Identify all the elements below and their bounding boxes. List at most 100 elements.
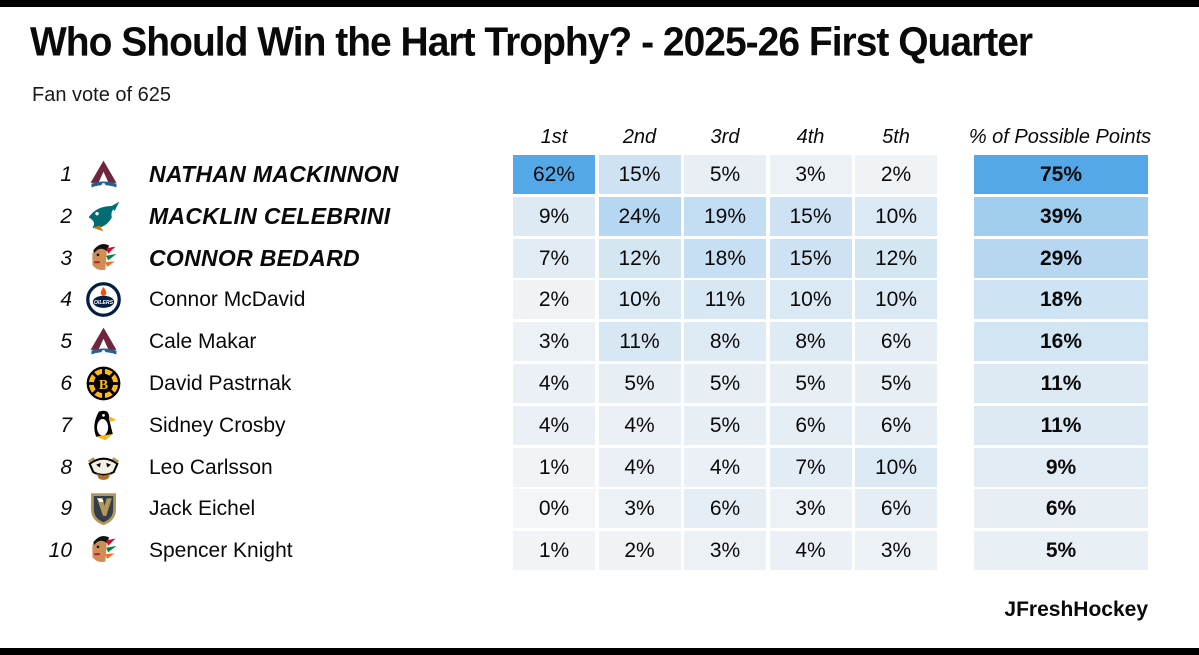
table-row: 7 Sidney Crosby 4% 4% 5% 6% 6% 11% — [0, 405, 1199, 445]
golden-knights-logo — [85, 490, 122, 527]
points-cell: 16% — [974, 322, 1148, 362]
player-name: Jack Eichel — [149, 497, 256, 521]
svg-text:OILERS: OILERS — [94, 300, 114, 306]
vote-cell: 15% — [769, 238, 852, 278]
vote-cell: 3% — [513, 322, 595, 362]
vote-cell: 5% — [684, 405, 766, 445]
player-name: Cale Makar — [149, 330, 257, 354]
rank-label: 7 — [60, 413, 72, 437]
table-row: 3 CONNOR BEDARD 7% 12% 18% 15% 12% 29% — [0, 238, 1199, 278]
vote-cell: 4% — [598, 447, 681, 487]
vote-cell: 6% — [855, 405, 937, 445]
player-name: Spencer Knight — [149, 539, 293, 563]
vote-cell: 6% — [684, 489, 766, 529]
bruins-logo: B — [85, 365, 122, 402]
points-cell: 29% — [974, 238, 1148, 278]
player-name: MACKLIN CELEBRINI — [149, 202, 391, 229]
oilers-logo: OILERS — [85, 281, 122, 318]
vote-cell: 9% — [513, 196, 595, 236]
points-cell: 9% — [974, 447, 1148, 487]
vote-cell: 4% — [513, 364, 595, 403]
vote-cell: 4% — [513, 405, 595, 445]
vote-cell: 12% — [855, 238, 937, 278]
rank-label: 8 — [60, 455, 72, 479]
vote-cell: 19% — [684, 196, 766, 236]
vote-cell: 5% — [598, 364, 681, 403]
vote-cell: 4% — [769, 531, 852, 571]
player-name: Leo Carlsson — [149, 455, 273, 479]
column-header-3rd: 3rd — [710, 126, 740, 148]
page-title: Who Should Win the Hart Trophy? - 2025-2… — [30, 20, 1033, 65]
vote-cell: 11% — [684, 280, 766, 320]
blackhawks-logo — [85, 240, 122, 277]
sharks-logo — [85, 198, 122, 235]
penguins-logo — [85, 407, 122, 444]
svg-text:B: B — [99, 378, 108, 393]
points-cell: 39% — [974, 196, 1148, 236]
points-cell: 11% — [974, 364, 1148, 403]
points-cell: 18% — [974, 280, 1148, 320]
vote-cell: 3% — [684, 531, 766, 571]
table-row: 10 Spencer Knight 1% 2% 3% 4% 3% 5% — [0, 531, 1199, 571]
vote-cell: 6% — [855, 489, 937, 529]
avalanche-logo — [85, 323, 122, 360]
rank-label: 1 — [60, 163, 72, 186]
player-name: Connor McDavid — [149, 288, 306, 312]
vote-cell: 18% — [684, 238, 766, 278]
vote-cell: 5% — [684, 364, 766, 403]
column-header-4th: 4th — [796, 126, 825, 148]
table-row: 2 MACKLIN CELEBRINI 9% 24% 19% 15% 10% 39% — [0, 196, 1199, 236]
vote-cell: 10% — [855, 196, 937, 236]
vote-cell: 2% — [598, 531, 681, 571]
vote-cell: 7% — [513, 238, 595, 278]
player-name: NATHAN MACKINNON — [149, 161, 399, 187]
vote-cell: 4% — [684, 447, 766, 487]
column-header-1st: 1st — [540, 126, 568, 148]
vote-cell: 10% — [769, 280, 852, 320]
vote-cell: 11% — [598, 322, 681, 362]
vote-cell: 6% — [769, 405, 852, 445]
column-header-2nd: 2nd — [622, 126, 657, 148]
points-cell: 6% — [974, 489, 1148, 529]
vote-cell: 1% — [513, 447, 595, 487]
points-cell: 75% — [974, 155, 1148, 194]
rank-label: 5 — [60, 330, 72, 354]
vote-cell: 8% — [684, 322, 766, 362]
blackhawks-logo — [85, 532, 122, 569]
vote-cell: 6% — [855, 322, 937, 362]
table-row: 8 Leo Carlsson 1% 4% 4% 7% 10% 9% — [0, 447, 1199, 487]
vote-cell: 62% — [513, 155, 595, 194]
rank-label: 6 — [60, 372, 72, 395]
vote-cell: 3% — [598, 489, 681, 529]
vote-cell: 8% — [769, 322, 852, 362]
vote-cell: 12% — [598, 238, 681, 278]
rank-label: 10 — [48, 539, 72, 563]
rank-label: 9 — [60, 497, 72, 521]
points-cell: 5% — [974, 531, 1148, 571]
rank-label: 4 — [60, 288, 72, 312]
vote-cell: 2% — [513, 280, 595, 320]
vote-cell: 0% — [513, 489, 595, 529]
player-name: Sidney Crosby — [149, 413, 286, 437]
page-subtitle: Fan vote of 625 — [32, 84, 171, 106]
vote-cell: 3% — [769, 489, 852, 529]
table-row: 1 NATHAN MACKINNON 62% 15% 5% 3% 2% 75% — [0, 155, 1199, 194]
rank-label: 2 — [60, 204, 72, 228]
player-name: David Pastrnak — [149, 372, 292, 395]
bottom-frame-bar — [0, 648, 1199, 655]
vote-cell: 4% — [598, 405, 681, 445]
table-row: 9 Jack Eichel 0% 3% 6% 3% 6% 6% — [0, 489, 1199, 529]
vote-cell: 3% — [855, 531, 937, 571]
table-row: 6 B David Pastrnak 4% 5% 5% 5% 5% 11% — [0, 364, 1199, 403]
vote-cell: 10% — [598, 280, 681, 320]
vote-cell: 3% — [769, 155, 852, 194]
vote-cell: 15% — [598, 155, 681, 194]
points-cell: 11% — [974, 405, 1148, 445]
vote-cell: 7% — [769, 447, 852, 487]
column-header-points: % of Possible Points — [968, 126, 1152, 148]
vote-cell: 1% — [513, 531, 595, 571]
rank-label: 3 — [60, 246, 72, 270]
vote-cell: 10% — [855, 447, 937, 487]
table-row: 4 OILERS Connor McDavid 2% 10% 11% 10% 10% 18% — [0, 280, 1199, 320]
